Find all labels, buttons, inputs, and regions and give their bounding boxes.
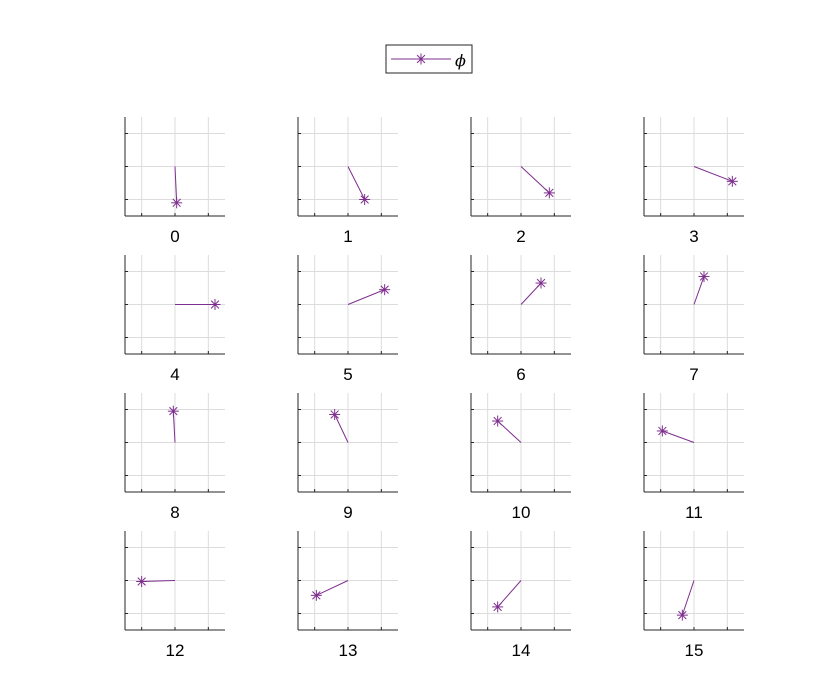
marker-stroke — [536, 278, 546, 288]
marker-stroke — [493, 602, 502, 612]
panel-1: 1 — [297, 117, 398, 246]
marker-stroke — [728, 177, 737, 186]
panel-label: 6 — [516, 365, 525, 384]
series-line — [693, 166, 733, 182]
panel-12: 12 — [124, 531, 225, 660]
marker-stroke — [330, 410, 339, 419]
marker-stroke — [312, 591, 321, 600]
panel-label: 13 — [339, 641, 358, 660]
series-line — [316, 580, 349, 596]
panel-7: 7 — [643, 255, 744, 384]
data-point-marker — [543, 187, 555, 199]
series-line — [497, 580, 522, 608]
panel-label: 7 — [689, 365, 698, 384]
panel-14: 14 — [470, 531, 571, 660]
marker-stroke — [493, 416, 502, 426]
data-point-marker — [492, 415, 504, 427]
panel-6: 6 — [470, 255, 571, 384]
panel-0: 0 — [124, 117, 225, 246]
panel-label: 11 — [685, 503, 703, 522]
panel-11: 11 — [643, 393, 744, 522]
data-point-marker — [171, 197, 183, 209]
data-point-marker — [492, 601, 504, 613]
panel-label: 14 — [512, 641, 531, 660]
series-line — [693, 276, 705, 305]
data-point-marker — [676, 609, 688, 621]
data-point-marker — [167, 405, 179, 417]
panel-label: 5 — [343, 365, 352, 384]
data-point-marker — [379, 284, 391, 296]
marker-stroke — [678, 610, 687, 620]
series-line — [681, 580, 695, 616]
legend-marker — [415, 53, 427, 65]
series-line — [347, 289, 385, 305]
marker-stroke — [380, 285, 389, 294]
legend-marker-star — [415, 53, 427, 65]
marker-stroke — [658, 426, 667, 436]
panel-4: 4 — [124, 255, 225, 384]
data-point-marker — [698, 270, 710, 282]
panel-8: 8 — [124, 393, 225, 522]
panel-13: 13 — [297, 531, 398, 660]
panel-label: 4 — [170, 365, 179, 384]
panel-3: 3 — [643, 117, 744, 246]
panel-15: 15 — [643, 531, 744, 660]
panel-label: 15 — [685, 641, 704, 660]
marker-stroke — [360, 195, 369, 204]
series-line — [174, 166, 178, 203]
data-point-marker — [209, 299, 221, 310]
panel-label: 12 — [166, 641, 185, 660]
series-line — [334, 414, 349, 443]
marker-stroke — [545, 188, 554, 198]
panel-label: 1 — [343, 227, 352, 246]
series-line — [520, 166, 550, 194]
data-point-marker — [310, 589, 322, 601]
panel-10: 10 — [470, 393, 571, 522]
data-point-marker — [726, 175, 738, 187]
legend: ϕ — [385, 44, 473, 74]
data-point-marker — [136, 575, 148, 587]
data-point-marker — [656, 425, 668, 437]
marker-stroke — [172, 198, 181, 208]
marker-stroke — [416, 54, 426, 64]
data-point-marker — [329, 408, 341, 420]
panel-5: 5 — [297, 255, 398, 384]
panel-9: 9 — [297, 393, 398, 522]
panel-2: 2 — [470, 117, 571, 246]
series-line — [347, 166, 366, 200]
panel-label: 0 — [170, 227, 179, 246]
data-point-marker — [359, 194, 371, 205]
panel-label: 10 — [512, 503, 531, 522]
marker-stroke — [137, 577, 146, 586]
marker-stroke — [699, 272, 709, 281]
series-line — [141, 580, 176, 582]
panel-label: 8 — [170, 503, 179, 522]
marker-stroke — [210, 300, 220, 309]
marker-stroke — [169, 406, 178, 416]
panel-label: 3 — [689, 227, 698, 246]
panel-label: 9 — [343, 503, 352, 522]
legend-entry: ϕ — [455, 51, 466, 70]
panel-label: 2 — [516, 227, 525, 246]
data-point-marker — [535, 277, 547, 289]
series-line — [662, 430, 695, 443]
